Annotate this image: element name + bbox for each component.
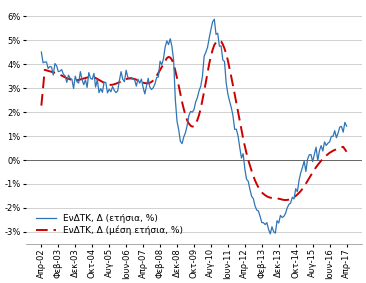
ΕνΔΤΚ, Δ (ετήσια, %) bbox=[344, 125, 349, 128]
ΕνΔΤΚ, Δ (μέση ετήσια, %) bbox=[185, 119, 189, 122]
ΕνΔΤΚ, Δ (ετήσια, %) bbox=[212, 18, 217, 21]
ΕνΔΤΚ, Δ (μέση ετήσια, %) bbox=[295, 193, 300, 196]
ΕνΔΤΚ, Δ (μέση ετήσια, %) bbox=[283, 198, 288, 202]
ΕνΔΤΚ, Δ (ετήσια, %) bbox=[295, 190, 300, 193]
Legend: ΕνΔΤΚ, Δ (ετήσια, %), ΕνΔΤΚ, Δ (μέση ετήσια, %): ΕνΔΤΚ, Δ (ετήσια, %), ΕνΔΤΚ, Δ (μέση ετή… bbox=[34, 212, 185, 237]
ΕνΔΤΚ, Δ (ετήσια, %) bbox=[85, 86, 89, 89]
ΕνΔΤΚ, Δ (ετήσια, %) bbox=[39, 50, 44, 54]
ΕνΔΤΚ, Δ (μέση ετήσια, %) bbox=[85, 76, 89, 79]
ΕνΔΤΚ, Δ (ετήσια, %) bbox=[187, 114, 191, 117]
ΕνΔΤΚ, Δ (ετήσια, %) bbox=[268, 232, 272, 235]
Line: ΕνΔΤΚ, Δ (ετήσια, %): ΕνΔΤΚ, Δ (ετήσια, %) bbox=[41, 19, 347, 234]
ΕνΔΤΚ, Δ (μέση ετήσια, %) bbox=[217, 39, 221, 42]
ΕνΔΤΚ, Δ (μέση ετήσια, %) bbox=[124, 77, 128, 81]
ΕνΔΤΚ, Δ (μέση ετήσια, %) bbox=[64, 76, 69, 80]
ΕνΔΤΚ, Δ (μέση ετήσια, %) bbox=[187, 122, 191, 125]
Line: ΕνΔΤΚ, Δ (μέση ετήσια, %): ΕνΔΤΚ, Δ (μέση ετήσια, %) bbox=[41, 40, 347, 200]
ΕνΔΤΚ, Δ (ετήσια, %) bbox=[124, 68, 128, 72]
ΕνΔΤΚ, Δ (ετήσια, %) bbox=[64, 81, 69, 84]
ΕνΔΤΚ, Δ (μέση ετήσια, %) bbox=[344, 150, 349, 153]
ΕνΔΤΚ, Δ (ετήσια, %) bbox=[185, 124, 189, 127]
ΕνΔΤΚ, Δ (μέση ετήσια, %) bbox=[39, 104, 44, 107]
